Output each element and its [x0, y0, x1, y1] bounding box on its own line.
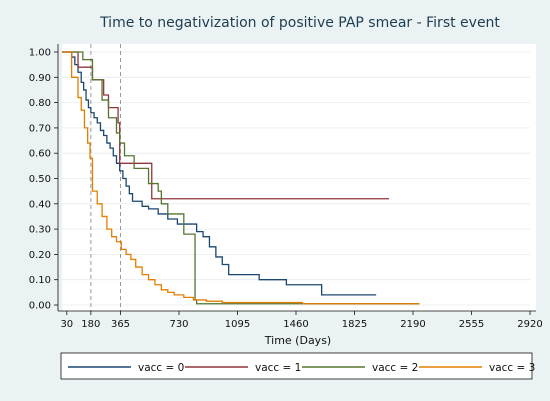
y-tick-label: 0.00 [29, 301, 51, 312]
y-tick-label: 0.90 [29, 73, 51, 84]
x-tick-label: 2190 [400, 319, 425, 330]
series-line-vacc-2 [62, 51, 420, 305]
x-tick-label: 180 [81, 319, 100, 330]
x-tick-label: 365 [111, 319, 130, 330]
x-axis-title: Time (Days) [264, 334, 331, 347]
series-layer [62, 51, 420, 305]
y-tick-label: 0.80 [29, 98, 51, 109]
series-line-vacc-3 [62, 51, 420, 305]
x-tick-label: 2920 [517, 319, 542, 330]
legend: vacc = 0 vacc = 1 vacc = 2 vacc = 3 [68, 362, 535, 374]
x-tick-label: 30 [60, 319, 73, 330]
series-line-vacc-0 [62, 51, 377, 296]
x-tick-label: 1825 [342, 319, 367, 330]
grid [62, 51, 530, 306]
x-tick-label: 2555 [459, 319, 484, 330]
y-tick-label: 0.50 [29, 174, 51, 185]
x-tick-label: 730 [169, 319, 188, 330]
axes [57, 44, 536, 312]
legend-box [60, 352, 533, 380]
legend-label: vacc = 3 [489, 362, 535, 374]
x-tick-label: 1460 [283, 319, 308, 330]
y-tick-label: 0.10 [29, 275, 51, 286]
reference-lines [90, 44, 121, 311]
legend-label: vacc = 2 [372, 362, 418, 374]
y-tick-label: 0.20 [29, 250, 51, 261]
y-tick-label: 0.60 [29, 149, 51, 160]
plot-area [62, 44, 536, 311]
legend-label: vacc = 1 [255, 362, 301, 374]
y-tick-label: 0.40 [29, 199, 51, 210]
y-tick-label: 0.70 [29, 123, 51, 134]
y-tick-label: 1.00 [29, 48, 51, 59]
legend-label: vacc = 0 [138, 362, 184, 374]
x-ticks: 30 180 365 730 1095 1460 1825 2190 2555 2920 [60, 311, 543, 330]
y-tick-label: 0.30 [29, 225, 51, 236]
chart-title: Time to negativization of positive PAP s… [99, 15, 500, 31]
y-ticks: 0.00 0.10 0.20 0.30 0.40 0.50 0.60 0.70 0.80 0.90… [29, 48, 58, 312]
x-tick-label: 1095 [225, 319, 250, 330]
